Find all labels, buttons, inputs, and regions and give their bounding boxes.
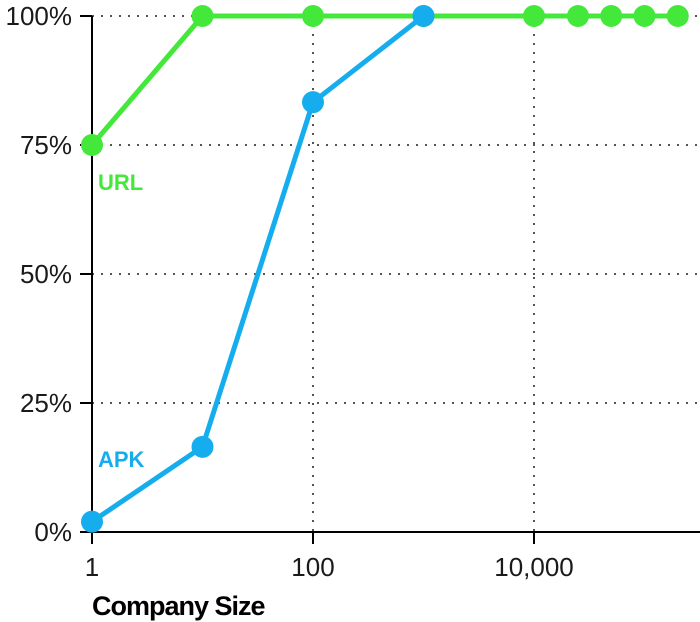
y-tick-label: 75% bbox=[20, 130, 72, 160]
data-point-url bbox=[633, 5, 656, 27]
data-point-url bbox=[600, 5, 623, 27]
data-point-apk bbox=[412, 5, 435, 27]
x-tick-label: 1 bbox=[85, 552, 99, 582]
y-tick-label: 100% bbox=[6, 1, 73, 31]
data-point-url bbox=[523, 5, 545, 27]
x-tick-label: 100 bbox=[291, 552, 334, 582]
x-axis-label: Company Size bbox=[92, 591, 266, 621]
series-label-url: URL bbox=[98, 170, 143, 195]
y-tick-label: 0% bbox=[34, 517, 72, 547]
series-line-apk bbox=[90, 14, 426, 524]
data-point-apk bbox=[302, 91, 324, 114]
x-tick-label: 10,000 bbox=[494, 552, 574, 582]
data-point-apk bbox=[81, 510, 103, 533]
data-point-url bbox=[81, 134, 103, 156]
data-point-url bbox=[566, 5, 589, 27]
data-point-apk bbox=[191, 435, 214, 458]
y-tick-label: 50% bbox=[20, 259, 72, 289]
data-point-url bbox=[302, 5, 324, 27]
grid-lines bbox=[92, 15, 700, 532]
data-point-url bbox=[191, 5, 214, 27]
tick-labels: 0% 25% 50% 75% 100% 1 100 10,000 URL APK bbox=[6, 1, 574, 582]
series-line-url bbox=[90, 13, 678, 147]
series-group bbox=[81, 5, 689, 533]
data-point-url bbox=[666, 5, 689, 27]
y-tick-label: 25% bbox=[20, 388, 72, 418]
series-label-apk: APK bbox=[98, 447, 145, 472]
